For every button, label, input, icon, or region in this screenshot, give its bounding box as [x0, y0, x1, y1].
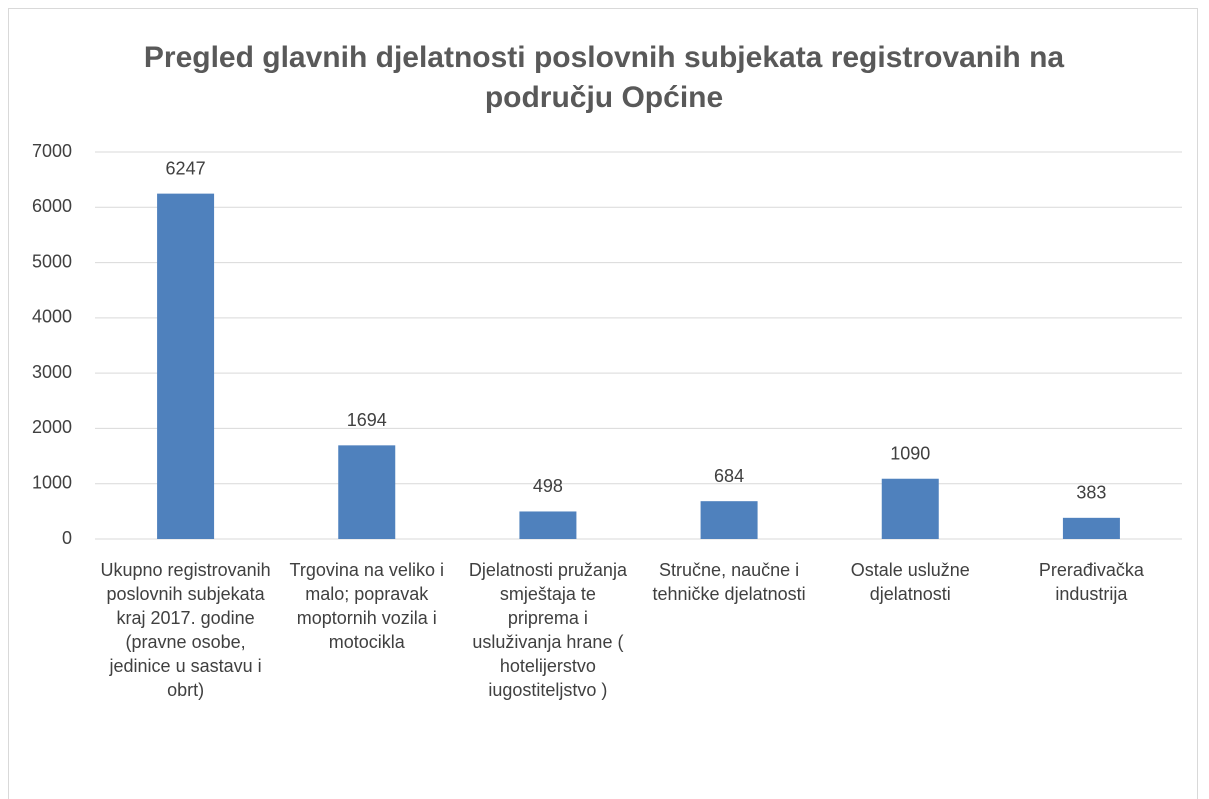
bar — [338, 445, 396, 539]
x-tick-label: Stručne, naučne i tehničke djelatnosti — [652, 560, 806, 604]
y-tick-label: 6000 — [32, 196, 72, 216]
bar — [519, 511, 577, 539]
y-tick-label: 4000 — [32, 307, 72, 327]
y-tick-label: 3000 — [32, 362, 72, 382]
x-tick-label: Djelatnosti pružanja smještaja te pripre… — [468, 560, 627, 700]
x-tick-label: Ostale uslužne djelatnosti — [850, 560, 970, 604]
data-label: 1694 — [347, 410, 387, 430]
data-label: 684 — [714, 466, 744, 486]
y-tick-label: 7000 — [32, 141, 72, 161]
chart-title: Pregled glavnih djelatnosti poslovnih su… — [143, 41, 1065, 114]
bar — [1062, 517, 1120, 539]
y-tick-label: 0 — [62, 528, 72, 548]
data-label: 1090 — [890, 443, 930, 463]
chart-frame — [8, 8, 1198, 799]
data-label: 6247 — [166, 158, 206, 178]
x-tick-label: Trgovina na veliko i malo; popravak mopt… — [289, 560, 444, 652]
y-tick-label: 2000 — [32, 417, 72, 437]
x-tick-label: Ukupno registrovanih poslovnih subjekata… — [100, 560, 271, 700]
bar — [157, 193, 215, 540]
data-label: 383 — [1076, 483, 1106, 503]
bar — [881, 478, 939, 539]
data-label: 498 — [533, 476, 563, 496]
y-tick-label: 1000 — [32, 472, 72, 492]
x-tick-label: Prerađivačka industrija — [1038, 560, 1144, 604]
bar — [700, 501, 758, 539]
y-tick-label: 5000 — [32, 251, 72, 271]
